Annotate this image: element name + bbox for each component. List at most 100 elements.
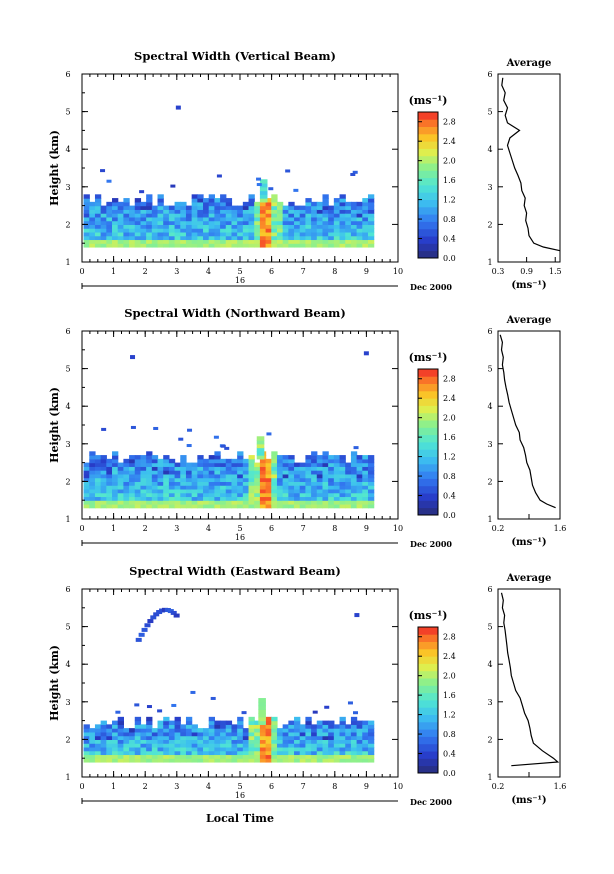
heatmap-cell [197,481,204,486]
heatmap-cell [174,503,181,509]
heatmap-cell [339,466,346,471]
heatmap-cell [163,492,170,498]
heatmap-cell [362,213,369,218]
heatmap-cell [311,743,318,748]
heatmap-cell [367,735,375,740]
heatmap-cell [367,220,375,225]
heatmap-cell [225,239,233,244]
heatmap-cell [339,496,346,501]
heatmap-cell [333,750,341,756]
heatmap-cell [322,231,329,237]
heatmap-cell [305,470,312,475]
heatmap-cell [299,739,307,744]
heatmap-cell [197,754,204,759]
heatmap-cell [339,473,346,479]
average-frame [497,588,561,778]
heatmap-cell [294,754,301,759]
heatmap-cell [288,754,295,759]
heatmap-cell [106,488,113,494]
heatmap-cell [151,492,159,498]
heatmap-cell [83,220,90,225]
heatmap-cell [367,198,375,203]
heatmap-cell [208,462,216,467]
heatmap-cell [305,235,312,241]
heatmap-cell [117,500,124,505]
heatmap-cell [151,503,159,509]
heatmap-cell [146,473,153,479]
heatmap-cell [220,216,227,222]
heatmap-cell [157,235,164,241]
x-tick-label: 9 [364,782,369,791]
heatmap-cell [339,758,346,763]
heatmap-cell [350,458,358,464]
heatmap-cell [350,492,358,498]
heatmap-cell [367,228,375,233]
avg-y-tick-label: 1 [487,773,492,782]
heatmap-cell [265,750,272,756]
heatmap-cell [214,451,221,456]
heatmap-cell [294,235,301,241]
sparse-echo [224,446,230,450]
x-tick-label: 6 [269,267,274,276]
heatmap-cell [367,235,375,241]
heatmap-cell [129,503,136,509]
heatmap-cell [129,224,136,229]
heatmap-cell [282,496,289,501]
heatmap-cell [299,228,307,233]
heatmap-cell [83,758,90,763]
heatmap-cell [163,716,170,722]
heatmap-cell [123,228,130,233]
heatmap-cell [254,485,261,490]
heatmap-cell [112,754,119,759]
heatmap-cell [345,462,352,467]
heatmap-cell [248,720,255,725]
y-axis-title: Height (km) [48,130,61,206]
heatmap-cell [339,231,346,237]
heatmap-cell [168,720,176,725]
heatmap-cell [237,743,244,748]
heatmap-cell [168,231,176,237]
heatmap-cell [180,216,187,222]
heatmap-cell [146,485,153,490]
colorbar-segment [418,449,438,457]
heatmap-cell [123,235,130,241]
heatmap-cell [271,500,278,505]
heatmap-cell [185,496,193,501]
colorbar-segment [418,442,438,450]
heatmap-cell [316,239,324,244]
heatmap-cell [294,496,301,501]
heatmap-cell [112,720,119,725]
heatmap-cell [339,458,346,464]
heatmap-cell [89,500,96,505]
heatmap-cell [191,466,198,471]
heatmap-cell [333,224,341,229]
sparse-echo [130,425,136,429]
heatmap-cell [311,724,318,729]
heatmap-cell [134,231,142,237]
heatmap-cell [288,485,295,490]
heatmap-cell [367,758,375,763]
heatmap-cell [89,743,96,748]
heatmap-cell [214,239,221,244]
heatmap-cell [140,731,147,737]
heatmap-cell [242,739,250,744]
heatmap-cell [117,216,124,222]
heatmap-cell [225,220,233,225]
heatmap-cell [259,231,267,237]
heatmap-cell [214,746,221,752]
heatmap-cell [203,239,210,244]
heatmap-cell [254,466,261,471]
heatmap-cell [305,716,312,722]
heatmap-cell [94,213,102,218]
heatmap-cell [276,228,284,233]
heatmap-cell [248,473,255,479]
heatmap-cell [168,739,176,744]
heatmap-cell [134,228,142,233]
heatmap-cell [225,743,233,748]
heatmap-cell [94,198,102,203]
heatmap-cell [151,235,159,241]
heatmap-cell [106,224,113,229]
heatmap-cell [163,731,170,737]
heatmap-cell [356,485,363,490]
heatmap-cell [305,485,312,490]
